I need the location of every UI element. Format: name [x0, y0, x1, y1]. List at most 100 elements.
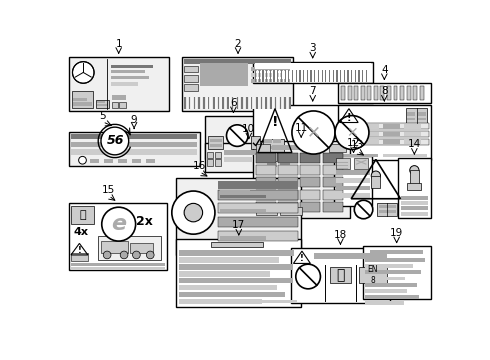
Bar [398, 158, 431, 218]
Bar [130, 243, 153, 253]
Bar [343, 70, 345, 82]
Bar [280, 207, 302, 215]
Bar [71, 267, 165, 269]
Bar [323, 165, 343, 175]
Bar [307, 70, 308, 82]
Bar [314, 253, 388, 259]
Bar [256, 165, 276, 175]
Bar [208, 136, 223, 149]
Bar [271, 70, 273, 82]
Bar [349, 70, 350, 82]
Bar [359, 70, 360, 82]
Bar [218, 217, 298, 227]
Bar [331, 70, 332, 82]
Bar [69, 132, 199, 166]
Text: 8: 8 [381, 86, 388, 96]
Bar [234, 97, 236, 109]
Bar [97, 104, 108, 106]
Bar [366, 70, 367, 82]
Bar [179, 285, 277, 291]
Bar [362, 70, 364, 82]
Bar [200, 63, 248, 86]
Circle shape [410, 166, 419, 175]
Bar [261, 70, 262, 82]
Bar [362, 124, 379, 129]
Bar [299, 70, 300, 82]
Bar [179, 292, 285, 297]
Bar [336, 193, 369, 198]
Text: 4: 4 [381, 65, 388, 75]
Bar [208, 97, 209, 109]
Bar [383, 132, 400, 136]
Bar [341, 132, 358, 136]
Bar [334, 156, 372, 206]
Bar [220, 209, 266, 212]
Bar [362, 139, 379, 144]
Bar [379, 210, 396, 213]
Bar [232, 97, 233, 109]
Bar [255, 63, 371, 69]
Bar [267, 163, 277, 167]
Bar [184, 75, 198, 82]
Bar [277, 97, 279, 109]
Bar [253, 105, 373, 160]
Bar [251, 80, 290, 83]
Bar [207, 159, 213, 166]
Bar [229, 97, 231, 109]
Bar [393, 86, 397, 100]
Circle shape [120, 251, 128, 259]
Bar [184, 59, 291, 64]
Bar [263, 139, 284, 153]
Bar [242, 97, 244, 109]
Bar [353, 70, 354, 82]
Bar [321, 70, 323, 82]
Bar [218, 181, 298, 189]
Text: 18: 18 [334, 230, 347, 239]
Circle shape [172, 191, 215, 234]
Bar [377, 203, 397, 216]
Bar [289, 97, 291, 109]
Bar [404, 139, 420, 144]
Bar [336, 170, 369, 175]
Bar [287, 97, 288, 109]
Bar [191, 97, 193, 109]
Bar [268, 70, 269, 82]
Bar [336, 178, 369, 183]
Text: !: ! [77, 246, 81, 255]
Text: 15: 15 [102, 185, 115, 195]
Bar [264, 139, 272, 143]
Bar [341, 139, 358, 144]
Circle shape [226, 125, 248, 147]
Bar [278, 189, 298, 199]
Bar [256, 177, 276, 187]
Text: 3: 3 [309, 43, 316, 53]
Bar [280, 163, 291, 167]
Bar [213, 97, 215, 109]
Bar [215, 97, 217, 109]
Bar [404, 124, 420, 129]
Bar [205, 143, 294, 172]
Bar [335, 70, 336, 82]
Bar [69, 203, 167, 270]
Bar [383, 124, 400, 129]
Text: !: ! [272, 115, 278, 129]
Text: 🛢: 🛢 [336, 268, 344, 282]
Bar [275, 70, 276, 82]
Bar [265, 97, 267, 109]
Bar [251, 97, 252, 109]
Bar [354, 158, 368, 169]
Bar [371, 176, 381, 188]
Bar [218, 97, 219, 109]
Bar [179, 299, 262, 304]
Text: 🔍: 🔍 [79, 210, 86, 220]
Bar [273, 139, 281, 143]
Bar [71, 253, 88, 261]
Bar [282, 97, 283, 109]
Text: 13: 13 [351, 140, 364, 150]
Bar [239, 97, 241, 109]
Bar [71, 149, 197, 155]
Bar [72, 91, 93, 108]
Bar [111, 70, 146, 73]
Bar [338, 83, 431, 103]
Bar [410, 170, 419, 184]
